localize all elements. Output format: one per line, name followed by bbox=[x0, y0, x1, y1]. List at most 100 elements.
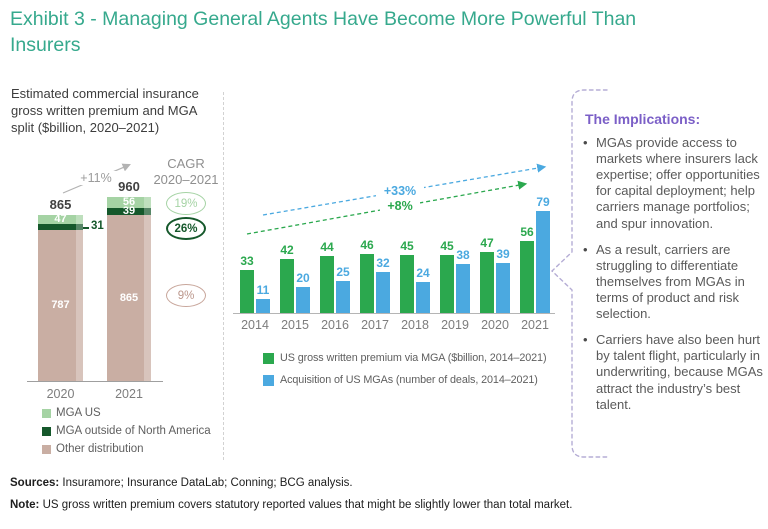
bar bbox=[480, 252, 494, 313]
implications-heading: The Implications: bbox=[585, 111, 701, 127]
left-stacked-chart: +11% CAGR 2020–2021 865 47 31 787 2020 960 56 3… bbox=[10, 150, 228, 460]
sources-text: Insuramore; Insurance DataLab; Conning; … bbox=[59, 477, 353, 489]
bar-value-label: 47 bbox=[480, 236, 494, 251]
cagr-oval: 26% bbox=[166, 217, 206, 240]
bar-value-label: 45 bbox=[440, 238, 454, 253]
bar-value-label: 44 bbox=[320, 240, 334, 255]
implications-list: MGAs provide access to markets where ins… bbox=[583, 135, 764, 423]
implication-bullet: As a result, carriers are struggling to … bbox=[583, 242, 764, 323]
bar bbox=[320, 256, 334, 313]
growth-annotation: +11% bbox=[72, 171, 120, 185]
x-axis-label: 2021 bbox=[521, 318, 549, 332]
bar bbox=[336, 280, 350, 313]
legend-swatch bbox=[263, 374, 274, 386]
bar bbox=[536, 211, 550, 313]
note-label: Note: bbox=[10, 499, 40, 511]
segment-value-label: 865 bbox=[119, 291, 139, 304]
implications-bubble-border bbox=[550, 89, 608, 458]
trend-label-premium: +8% bbox=[380, 199, 420, 213]
legend-label: Other distribution bbox=[56, 443, 144, 455]
cagr-oval: 9% bbox=[166, 284, 206, 307]
stacked-bar-segment bbox=[38, 224, 83, 231]
bar-value-label: 32 bbox=[376, 255, 390, 270]
legend-swatch bbox=[42, 408, 51, 418]
legend-label: US gross written premium via MGA ($billi… bbox=[280, 352, 547, 364]
cagr-header: CAGR 2020–2021 bbox=[153, 156, 219, 188]
x-axis-label: 2014 bbox=[241, 318, 269, 332]
bar-value-label: 24 bbox=[416, 266, 430, 280]
bar-value-label: 46 bbox=[360, 237, 374, 252]
x-axis-line bbox=[27, 381, 163, 382]
note-text: US gross written premium covers statutor… bbox=[39, 499, 573, 511]
bar bbox=[520, 240, 534, 313]
x-axis-label: 2017 bbox=[361, 318, 389, 332]
legend-swatch bbox=[42, 426, 51, 436]
bar bbox=[256, 298, 270, 313]
left-chart-subtitle: Estimated commercial insurance gross wri… bbox=[11, 86, 199, 135]
x-axis-label: 2016 bbox=[321, 318, 349, 332]
legend-item: Acquisition of US MGAs (number of deals,… bbox=[263, 374, 538, 386]
bar-value-label: 20 bbox=[296, 271, 310, 286]
implication-bullet: MGAs provide access to markets where ins… bbox=[583, 135, 764, 232]
implications-panel: The Implications: MGAs provide access to… bbox=[545, 85, 768, 465]
grouped-bar-chart: +33% +8% 33 11 2014 42 20 2015 44 25 2016 46 32 201… bbox=[233, 160, 563, 395]
legend-label: MGA US bbox=[56, 407, 101, 419]
bar bbox=[296, 287, 310, 313]
bar-value-label: 38 bbox=[456, 247, 470, 262]
x-axis-label: 2018 bbox=[401, 318, 429, 332]
bar-value-label: 25 bbox=[336, 264, 350, 279]
legend-item: Other distribution bbox=[42, 443, 144, 455]
bar bbox=[456, 263, 470, 313]
legend-label: Acquisition of US MGAs (number of deals,… bbox=[280, 374, 538, 386]
segment-value-label: 47 bbox=[54, 213, 67, 226]
legend-swatch bbox=[263, 352, 274, 364]
bar-value-label: 33 bbox=[240, 254, 254, 269]
bar-total-label: 960 bbox=[118, 179, 140, 194]
stacked-bar-segment bbox=[38, 215, 83, 225]
segment-tick bbox=[83, 227, 89, 229]
bar bbox=[416, 282, 430, 313]
stacked-bar-segment bbox=[38, 230, 83, 381]
footer-note: Note: US gross written premium covers st… bbox=[10, 499, 572, 511]
bar-value-label: 45 bbox=[400, 238, 414, 253]
segment-value-label: 39 bbox=[122, 204, 136, 217]
x-axis-line bbox=[233, 313, 555, 314]
x-axis-label: 2021 bbox=[115, 387, 143, 401]
segment-value-label: 56 bbox=[122, 195, 136, 208]
bar bbox=[280, 258, 294, 313]
bar-value-label: 39 bbox=[496, 246, 510, 261]
x-axis-label: 2015 bbox=[281, 318, 309, 332]
legend-label: MGA outside of North America bbox=[56, 425, 211, 437]
section-divider bbox=[223, 92, 224, 460]
bar bbox=[240, 270, 254, 313]
sources-label: Sources: bbox=[10, 477, 60, 489]
legend-item: MGA US bbox=[42, 407, 101, 419]
stacked-bar-segment bbox=[107, 207, 151, 216]
segment-value-label: 31 bbox=[91, 220, 104, 233]
exhibit-title: Exhibit 3 - Managing General Agents Have… bbox=[10, 8, 637, 57]
bar-value-label: 11 bbox=[256, 282, 270, 297]
bar bbox=[360, 253, 374, 313]
trend-label-acquisitions: +33% bbox=[376, 184, 424, 198]
legend-swatch bbox=[42, 444, 51, 454]
bar-total-label: 865 bbox=[49, 197, 72, 213]
cagr-oval: 19% bbox=[166, 192, 206, 215]
stacked-bar-segment bbox=[107, 215, 151, 381]
x-axis-label: 2019 bbox=[441, 318, 469, 332]
bar-value-label: 79 bbox=[536, 195, 550, 209]
bar bbox=[400, 254, 414, 313]
bar bbox=[440, 254, 454, 313]
legend-item: US gross written premium via MGA ($billi… bbox=[263, 352, 547, 364]
bar-value-label: 56 bbox=[520, 224, 534, 239]
segment-value-label: 787 bbox=[51, 299, 70, 312]
bar bbox=[376, 271, 390, 313]
x-axis-label: 2020 bbox=[46, 387, 75, 401]
implication-bullet: Carriers have also been hurt by talent f… bbox=[583, 332, 764, 413]
stacked-bar-segment bbox=[107, 197, 151, 208]
legend-item: MGA outside of North America bbox=[42, 425, 211, 437]
x-axis-label: 2020 bbox=[481, 318, 509, 332]
bar bbox=[496, 262, 510, 313]
footer-sources: Sources: Insuramore; Insurance DataLab; … bbox=[10, 477, 353, 489]
bar-value-label: 42 bbox=[280, 242, 294, 257]
